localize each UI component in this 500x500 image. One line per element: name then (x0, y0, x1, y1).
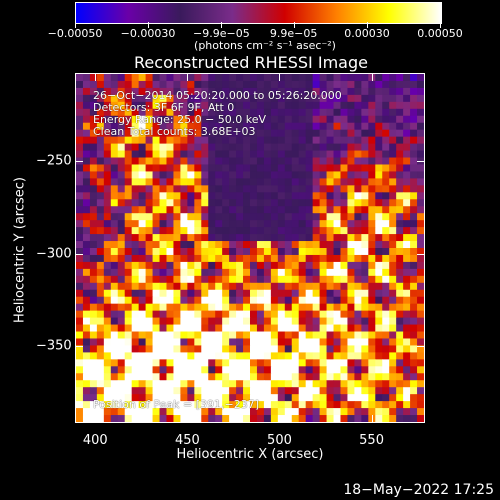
heatmap-image (76, 74, 424, 422)
y-tick-label: −250 (36, 153, 72, 169)
info-detectors: Detectors: 3F 6F 9F, Att 0 (93, 101, 235, 114)
chart-title: Reconstructed RHESSI Image (134, 53, 368, 72)
colorbar-tick (221, 22, 223, 28)
x-tick (279, 73, 281, 81)
y-tick-label: −300 (36, 246, 72, 262)
x-tick-label: 400 (82, 433, 108, 448)
info-energy-range: Energy Range: 25.0 − 50.0 keV (93, 113, 267, 126)
colorbar-tick (440, 22, 441, 28)
colorbar (75, 2, 442, 24)
x-tick-label: 550 (359, 433, 384, 448)
y-tick (417, 161, 425, 163)
colorbar-units: (photons cm⁻² s⁻¹ asec⁻²) (194, 39, 336, 52)
y-tick (417, 345, 425, 347)
y-tick (75, 345, 83, 347)
info-counts: Clean Total counts: 3.68E+03 (93, 125, 256, 138)
x-tick (371, 415, 373, 423)
x-tick (95, 415, 97, 423)
info-time-range: 26−Oct−2014 05:20:20.000 to 05:26:20.000 (93, 89, 342, 102)
x-tick (279, 415, 281, 423)
peak-position-label: Position of Peak = [391,−237] (93, 398, 260, 411)
y-tick-label: −350 (36, 338, 72, 354)
colorbar-tick-label: 9.9e−05 (269, 27, 318, 40)
colorbar-tick-label: −0.00030 (120, 27, 176, 40)
colorbar-tick-label: 0.00030 (344, 27, 390, 40)
heatmap-cells (76, 74, 424, 422)
y-tick (75, 253, 83, 255)
y-tick (75, 161, 83, 163)
y-axis-title: Heliocentric Y (arcsec) (12, 177, 28, 323)
datestamp: 18−May−2022 17:25 (343, 482, 494, 498)
plot-frame (75, 73, 425, 423)
colorbar-gradient (76, 3, 441, 23)
x-tick (95, 73, 97, 81)
x-tick (187, 73, 189, 81)
colorbar-tick (148, 22, 149, 28)
x-axis-title: Heliocentric X (arcsec) (176, 447, 324, 462)
colorbar-tick (293, 22, 295, 28)
x-tick (371, 73, 373, 81)
colorbar-tick (75, 22, 76, 28)
colorbar-tick (367, 22, 368, 28)
x-tick (187, 415, 189, 423)
y-tick (417, 253, 425, 255)
colorbar-tick-label: −0.00050 (47, 27, 103, 40)
x-tick-label: 450 (174, 433, 200, 448)
colorbar-tick-label: −9.9e−05 (193, 27, 250, 40)
colorbar-tick-label: 0.00050 (417, 27, 463, 40)
x-tick-label: 500 (267, 433, 292, 448)
